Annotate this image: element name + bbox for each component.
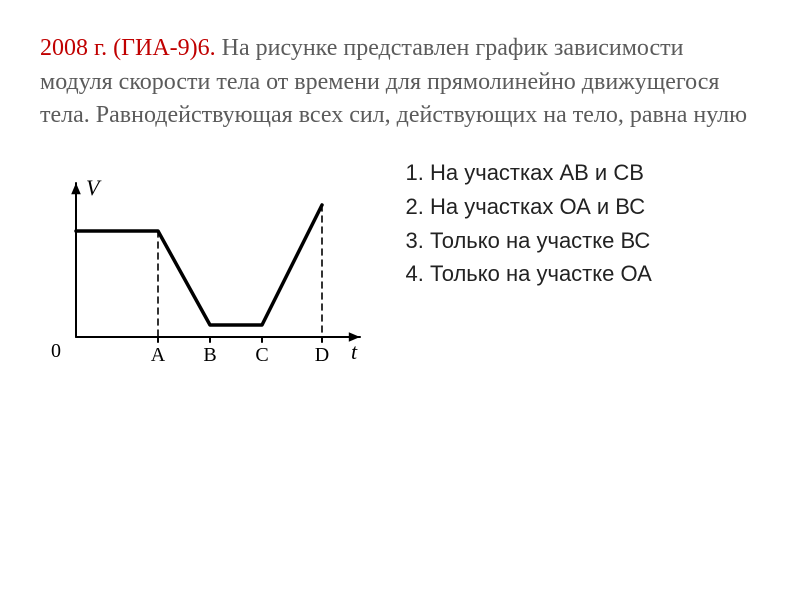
svg-text:C: C: [255, 344, 268, 366]
answer-item: На участках АВ и СВ: [430, 157, 652, 189]
answer-item: На участках ОА и ВС: [430, 191, 652, 223]
question-prefix: 2008 г. (ГИА-9)6.: [40, 35, 216, 61]
answer-item: Только на участке ВС: [430, 225, 652, 257]
answer-list: На участках АВ и СВНа участках ОА и ВСТо…: [408, 157, 652, 293]
answer-item: Только на участке ОА: [430, 258, 652, 290]
answer-ol: На участках АВ и СВНа участках ОА и ВСТо…: [408, 157, 652, 291]
velocity-chart: 0 Vt A B C D: [40, 157, 380, 382]
content-row: 0 Vt A B C D На участках АВ и СВНа участках О…: [40, 157, 760, 382]
svg-text:0: 0: [51, 340, 61, 362]
svg-text:V: V: [86, 175, 102, 200]
chart-svg: 0 Vt A B C D: [40, 165, 380, 377]
svg-text:D: D: [315, 344, 329, 366]
svg-text:t: t: [351, 339, 358, 364]
svg-text:A: A: [151, 344, 166, 366]
question-text: 2008 г. (ГИА-9)6. На рисунке представлен…: [40, 32, 760, 133]
svg-text:B: B: [203, 344, 216, 366]
